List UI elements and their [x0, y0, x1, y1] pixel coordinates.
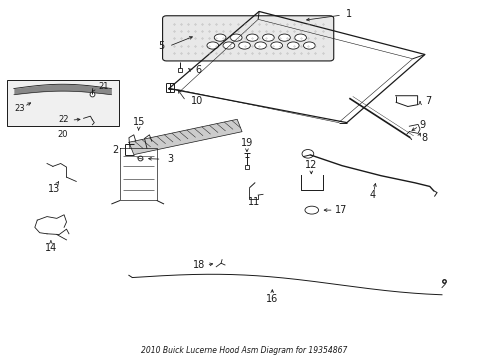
- Text: 9: 9: [419, 120, 425, 130]
- Text: 17: 17: [334, 205, 346, 215]
- Text: 7: 7: [424, 96, 430, 106]
- Ellipse shape: [214, 34, 225, 41]
- Text: 18: 18: [193, 260, 205, 270]
- Text: 2010 Buick Lucerne Hood Asm Diagram for 19354867: 2010 Buick Lucerne Hood Asm Diagram for …: [141, 346, 347, 355]
- Text: 2: 2: [112, 144, 118, 154]
- Ellipse shape: [206, 42, 218, 49]
- Text: 16: 16: [265, 294, 278, 304]
- Ellipse shape: [305, 206, 318, 214]
- Ellipse shape: [230, 34, 242, 41]
- Text: 1: 1: [346, 9, 352, 19]
- Ellipse shape: [254, 42, 266, 49]
- Text: 5: 5: [158, 41, 164, 51]
- FancyBboxPatch shape: [162, 16, 333, 61]
- Text: 3: 3: [167, 154, 173, 164]
- Text: 15: 15: [132, 117, 144, 127]
- Ellipse shape: [278, 34, 290, 41]
- Text: 12: 12: [305, 159, 317, 170]
- Text: 4: 4: [368, 190, 375, 200]
- Text: 22: 22: [59, 115, 69, 124]
- Text: 23: 23: [14, 104, 24, 113]
- Ellipse shape: [262, 34, 274, 41]
- Text: 13: 13: [48, 184, 61, 194]
- Ellipse shape: [303, 42, 315, 49]
- Text: 21: 21: [99, 82, 109, 91]
- Text: 19: 19: [240, 138, 253, 148]
- Ellipse shape: [270, 42, 282, 49]
- Text: 8: 8: [420, 133, 426, 143]
- Ellipse shape: [294, 34, 306, 41]
- Text: 10: 10: [190, 96, 203, 106]
- Text: 11: 11: [247, 197, 260, 207]
- Bar: [6, 80, 119, 126]
- Ellipse shape: [223, 42, 234, 49]
- Ellipse shape: [287, 42, 299, 49]
- Text: 20: 20: [57, 130, 68, 139]
- Text: 6: 6: [195, 65, 201, 75]
- Ellipse shape: [238, 42, 250, 49]
- Ellipse shape: [246, 34, 258, 41]
- Text: 14: 14: [45, 243, 57, 253]
- Polygon shape: [129, 119, 242, 155]
